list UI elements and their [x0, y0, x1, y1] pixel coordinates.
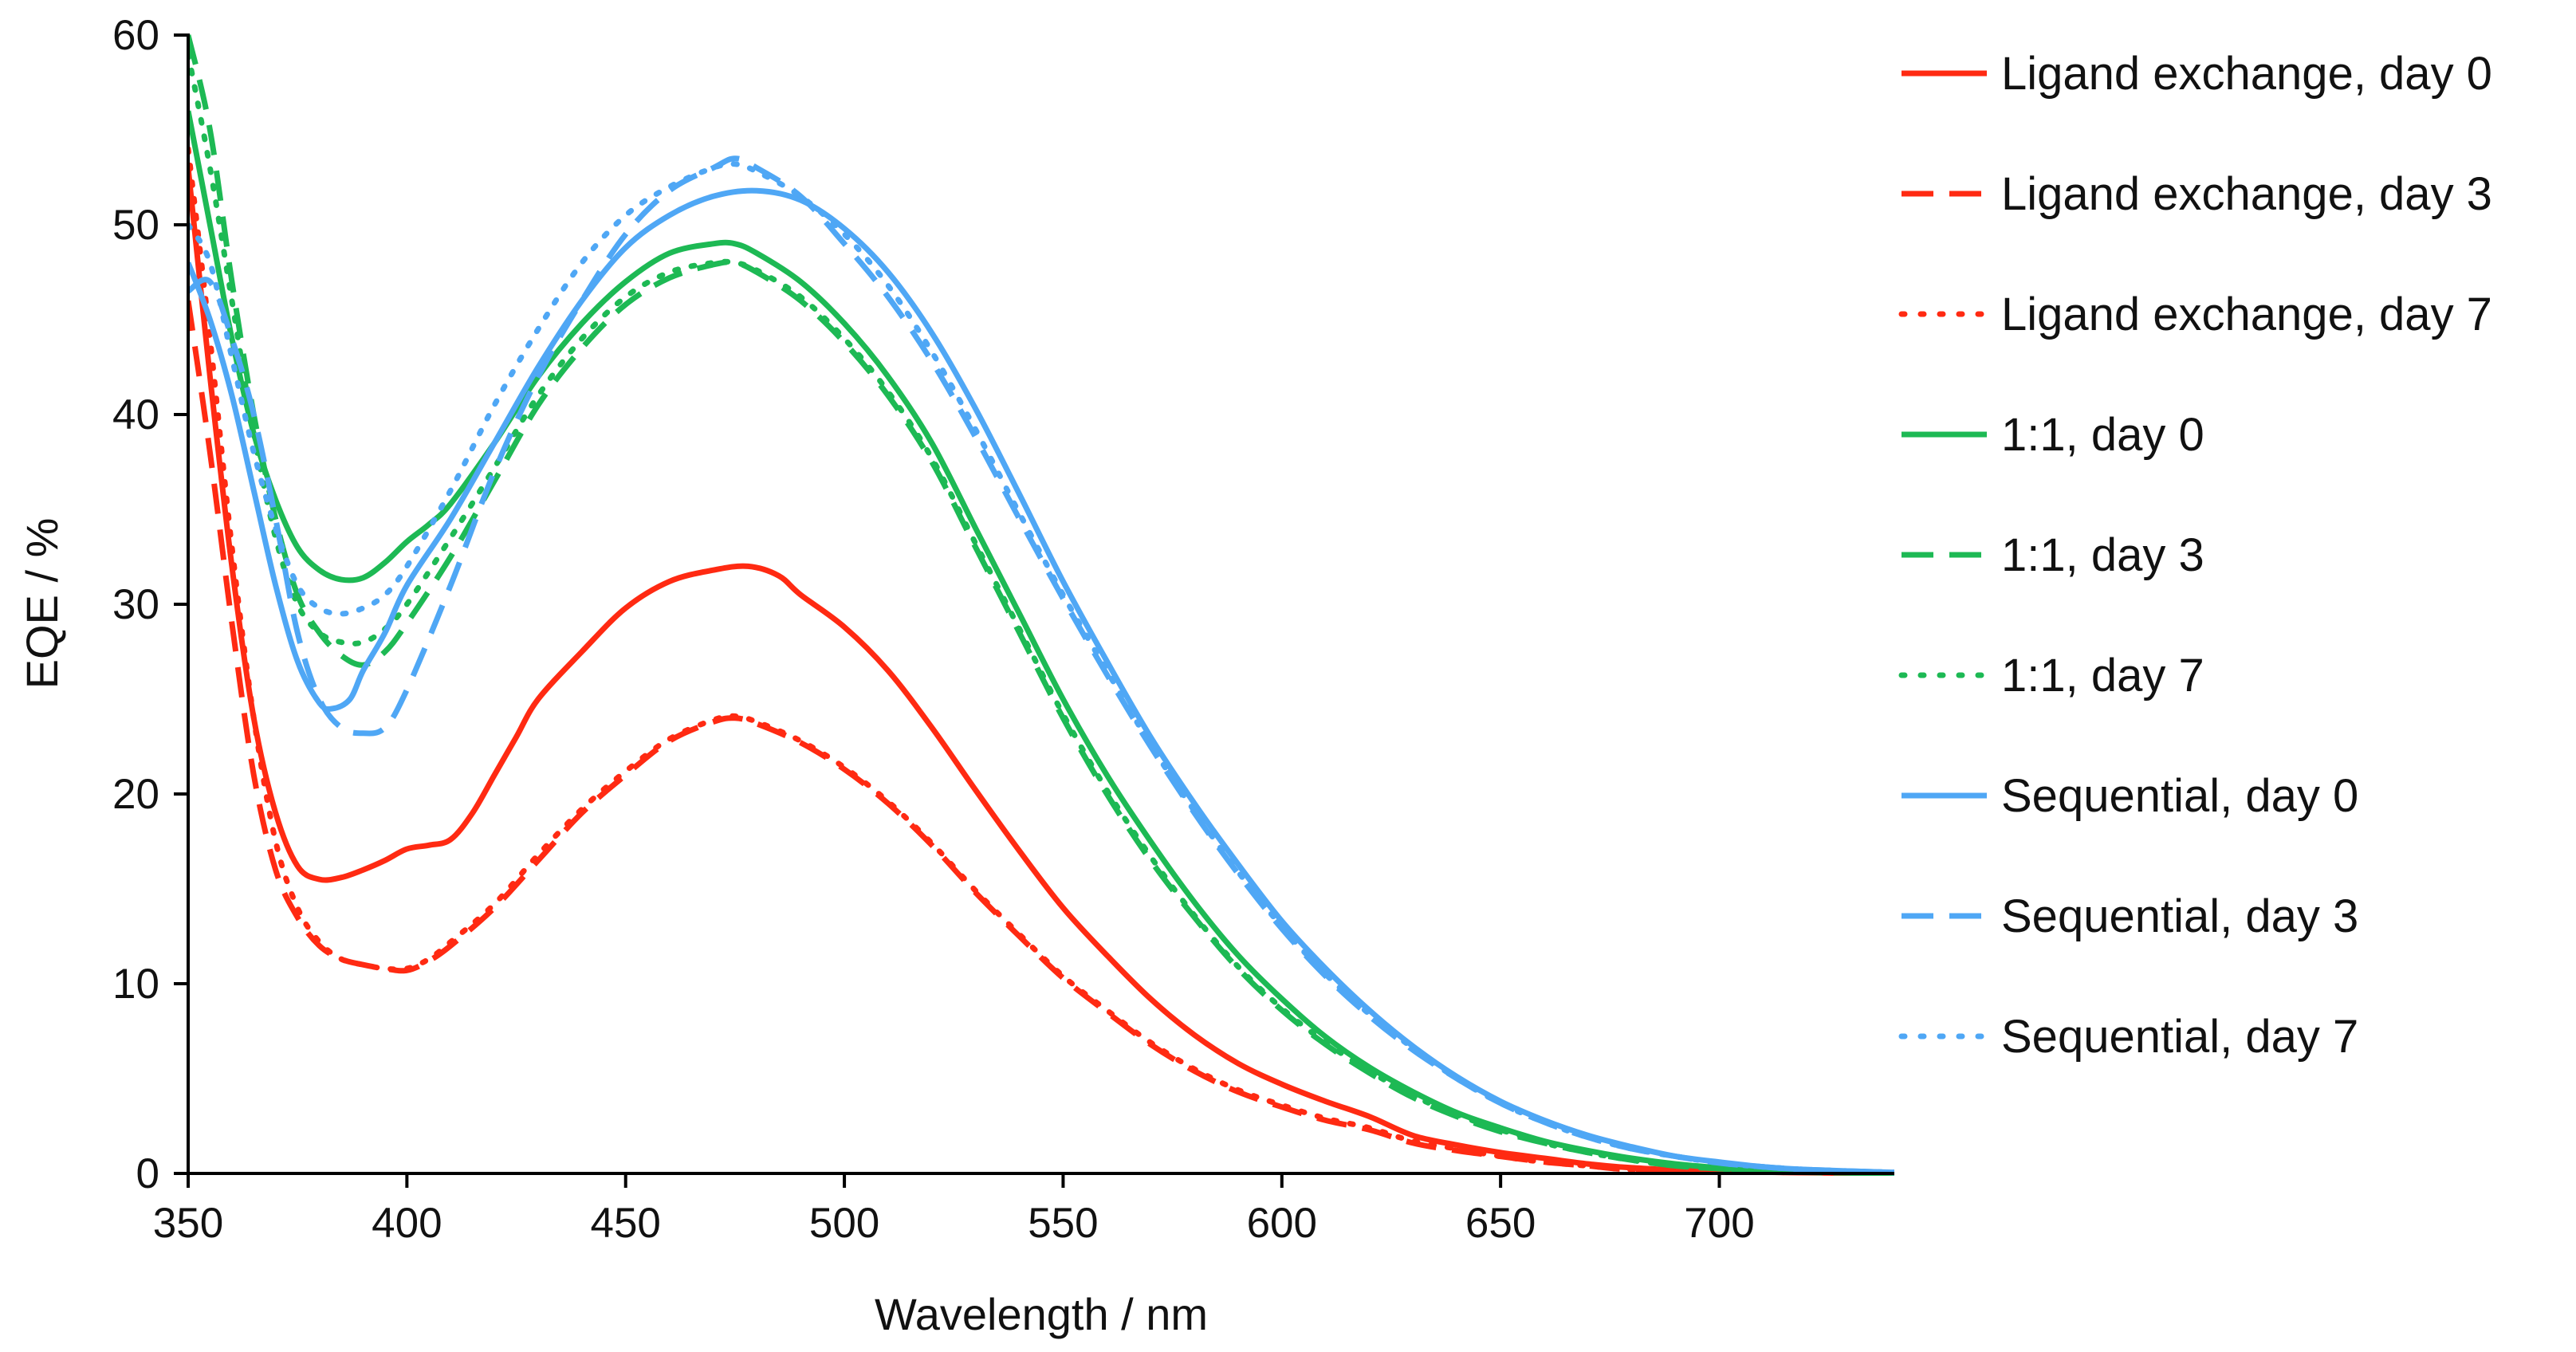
y-tick-label: 40: [112, 391, 159, 438]
series-line-1: [188, 167, 1894, 1176]
y-tick-label: 30: [112, 581, 159, 628]
legend-item: Sequential, day 3: [1902, 890, 2358, 942]
axes: [174, 33, 1894, 1188]
x-tick-label: 500: [809, 1200, 879, 1247]
series-line-9: [188, 161, 1894, 1176]
y-tick-label: 0: [136, 1150, 159, 1197]
legend-label: Ligand exchange, day 3: [2001, 168, 2492, 220]
x-tick-label: 350: [153, 1200, 223, 1247]
legend-item: Sequential, day 0: [1902, 770, 2358, 822]
legend-label: Sequential, day 7: [2001, 1011, 2358, 1063]
x-tick-label: 550: [1028, 1200, 1098, 1247]
legend-label: Ligand exchange, day 0: [2001, 48, 2492, 100]
legend-item: Ligand exchange, day 3: [1902, 168, 2492, 220]
legend-item: Ligand exchange, day 0: [1902, 48, 2492, 100]
legend-item: Ligand exchange, day 7: [1898, 289, 2492, 340]
legend-item: 1:1, day 0: [1902, 409, 2204, 461]
legend-label: Sequential, day 0: [2001, 770, 2358, 822]
x-tick-label: 700: [1684, 1200, 1754, 1247]
legend: Ligand exchange, day 0 Ligand exchange, d…: [1898, 48, 2492, 1063]
x-axis-title: Wavelength / nm: [875, 1289, 1208, 1339]
series-line-4: [188, 110, 1894, 1176]
legend-label: 1:1, day 3: [2001, 529, 2204, 581]
tick-labels: 0 10 20 30 40 50 60 350 400 450 500 550 600 650 700: [112, 12, 1755, 1247]
series-line-8: [188, 155, 1894, 1176]
x-tick-label: 650: [1465, 1200, 1536, 1247]
y-axis-title: EQE / %: [17, 518, 67, 690]
legend-item: Sequential, day 7: [1898, 1011, 2358, 1063]
series-line-2: [188, 300, 1894, 1176]
series-layer: [188, 34, 1894, 1176]
y-tick-label: 50: [112, 202, 159, 249]
series-line-5: [188, 34, 1894, 1176]
x-tick-label: 600: [1247, 1200, 1317, 1247]
legend-item: 1:1, day 3: [1902, 529, 2204, 581]
series-line-6: [188, 51, 1894, 1176]
legend-label: Sequential, day 3: [2001, 890, 2358, 942]
series-line-3: [188, 146, 1894, 1176]
x-tick-label: 400: [372, 1200, 442, 1247]
legend-label: Ligand exchange, day 7: [2001, 289, 2492, 340]
x-tick-label: 450: [590, 1200, 660, 1247]
legend-label: 1:1, day 7: [2001, 650, 2204, 702]
y-tick-label: 60: [112, 12, 159, 59]
y-tick-label: 10: [112, 961, 159, 1008]
legend-item: 1:1, day 7: [1898, 650, 2204, 702]
legend-label: 1:1, day 0: [2001, 409, 2204, 461]
y-tick-label: 20: [112, 771, 159, 818]
